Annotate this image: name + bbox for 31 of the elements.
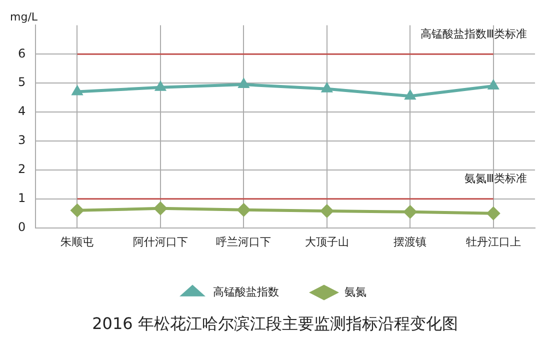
y-tick-label: 5 [18,75,26,90]
x-tick-label: 朱顺屯 [60,235,94,248]
y-axis-title: mg/L [10,10,38,24]
x-tick-label: 牡丹江口上 [466,235,521,248]
point [320,82,333,92]
ref-line-label: 高锰酸盐指数Ⅲ类标准 [420,28,527,40]
y-tick-label: 1 [18,190,26,205]
legend-label: 氨氮 [344,285,366,298]
point [238,78,250,88]
legend-label: 高锰酸盐指数 [213,285,279,298]
y-tick-label: 0 [18,220,26,234]
x-tick-label: 摆渡镇 [394,235,427,248]
point [320,204,334,218]
point [71,84,84,96]
y-tick-label: 6 [18,46,26,60]
y-tick-label: 3 [18,133,26,148]
ref-line-label: 氨氮Ⅲ类标准 [464,172,527,186]
x-tick-label: 阿什河口下 [132,235,188,248]
point [70,203,84,218]
y-tick-label: 4 [18,104,26,118]
point [486,206,500,220]
x-tick-label: 大顶子山 [304,235,349,248]
point [487,78,500,90]
point [153,201,168,216]
point [154,80,167,91]
text: 2016 年松花江哈尔滨江段主要监测指标沿程变化图 [91,314,459,335]
y-tick-label: 2 [18,162,26,176]
point [236,202,251,217]
x-tick-label: 呼兰河口下 [216,235,272,248]
point [404,89,416,100]
point [403,204,418,219]
